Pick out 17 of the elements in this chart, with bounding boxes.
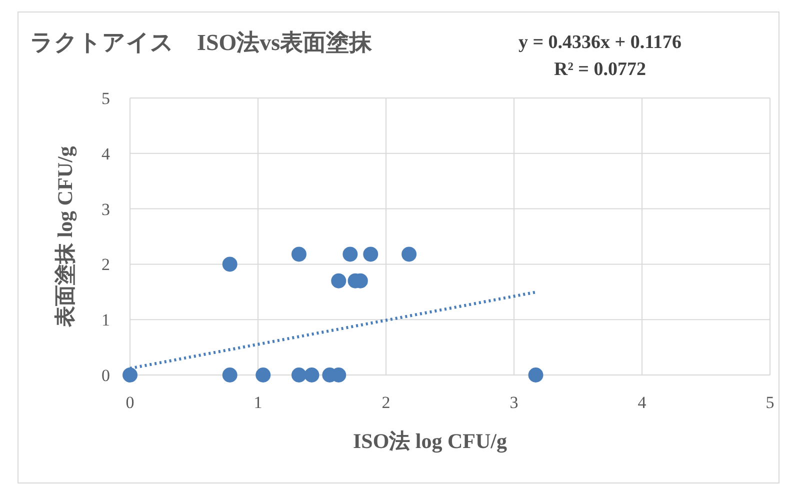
xtick: 0 (126, 393, 134, 412)
annotation: R² = 0.0772 (554, 59, 646, 80)
title: ラクトアイス ISO法vs表面塗抹 (30, 30, 372, 55)
annotation: y = 0.4336x + 0.1176 (518, 32, 682, 53)
xtick: 4 (638, 393, 646, 412)
ylabel: 表面塗抹 log CFU/g (53, 146, 77, 327)
xtick: 3 (510, 393, 518, 412)
ytick: 4 (102, 144, 110, 164)
ytick: 1 (102, 310, 110, 330)
xlabel: ISO法 log CFU/g (353, 429, 507, 453)
ytick: 5 (102, 89, 110, 108)
xtick: 5 (766, 393, 774, 412)
xtick: 2 (382, 393, 390, 412)
xtick: 1 (254, 393, 262, 412)
ytick: 3 (102, 200, 110, 219)
ytick: 2 (102, 255, 110, 274)
ytick: 0 (102, 366, 110, 385)
